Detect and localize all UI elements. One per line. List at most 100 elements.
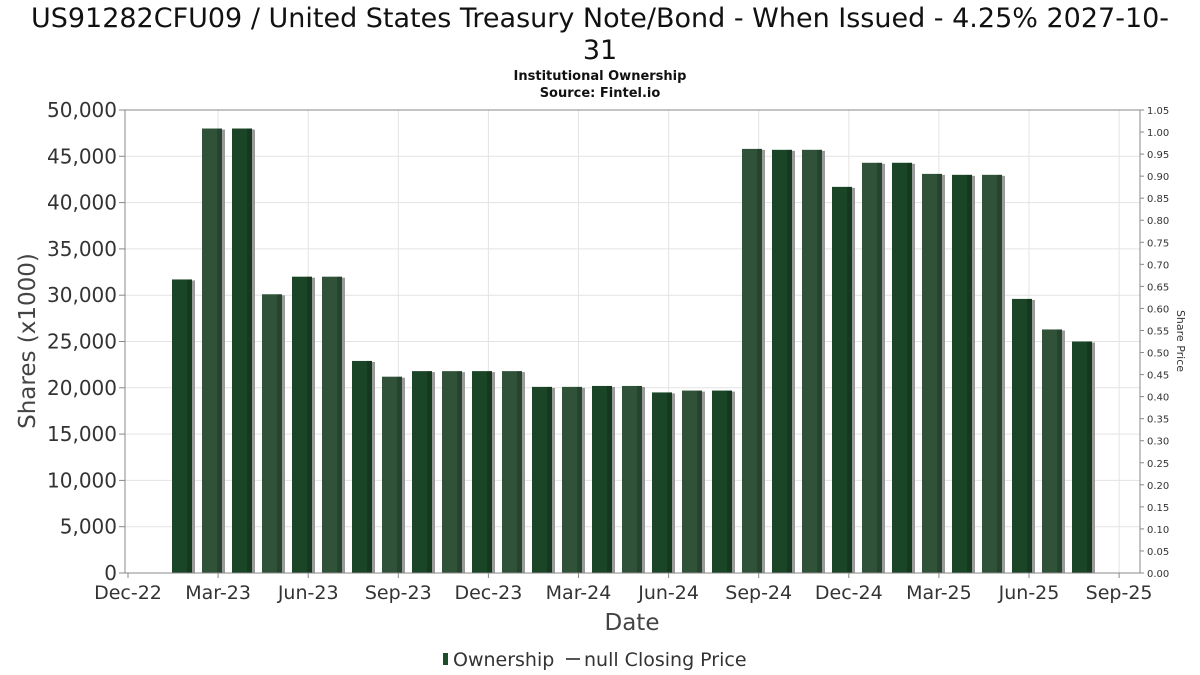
- x-tick-label: Mar-25: [906, 582, 972, 604]
- bar: [232, 128, 255, 573]
- y-tick-label-right: 0.85: [1147, 194, 1169, 205]
- bar-body: [232, 128, 252, 573]
- bar: [352, 360, 375, 573]
- bar-edge: [607, 385, 612, 573]
- y-axis-left: 0 5,000 10,000 15,000 20,000 25,000 30,000 35,0…: [47, 98, 125, 585]
- bar: [382, 376, 405, 573]
- y-tick-label-right: 0.10: [1147, 525, 1169, 536]
- bar: [562, 386, 585, 573]
- legend: Ownership null Closing Price: [443, 649, 747, 671]
- bar: [622, 385, 645, 573]
- y-tick-label-left: 0: [104, 561, 117, 585]
- bar: [1042, 329, 1065, 573]
- x-tick-label: Jun-25: [998, 582, 1060, 604]
- bar: [322, 276, 345, 573]
- bar-body: [982, 174, 1002, 573]
- bar-body: [1042, 329, 1062, 573]
- y-axis-label-left: Shares (x1000): [15, 253, 41, 429]
- y-tick-label-right: 0.15: [1147, 503, 1169, 514]
- bar-edge: [277, 294, 282, 573]
- bar-edge: [877, 162, 882, 574]
- bar-edge: [517, 371, 522, 573]
- bar: [922, 173, 945, 574]
- y-tick-label-right: 0.90: [1147, 172, 1169, 183]
- y-tick-label-left: 20,000: [47, 376, 117, 400]
- bar-edge: [547, 386, 552, 573]
- bar: [442, 371, 465, 573]
- bar-body: [322, 276, 342, 573]
- y-tick-label-right: 0.80: [1147, 216, 1169, 227]
- bar-edge: [427, 371, 432, 573]
- y-tick-label-left: 40,000: [47, 191, 117, 215]
- bar: [772, 149, 795, 573]
- bar: [292, 276, 315, 573]
- y-tick-label-right: 0.05: [1147, 547, 1169, 558]
- bar: [982, 174, 1005, 573]
- y-tick-label-left: 35,000: [47, 237, 117, 261]
- bar: [262, 294, 285, 573]
- bar-body: [922, 173, 942, 574]
- bar-body: [802, 149, 822, 573]
- bar-body: [172, 279, 192, 573]
- bar: [652, 392, 675, 573]
- x-axis-label: Date: [605, 610, 660, 636]
- bar: [532, 386, 555, 573]
- bar-edge: [247, 128, 252, 573]
- bar-edge: [1027, 298, 1032, 573]
- bar-body: [832, 186, 852, 573]
- chart-title-line-1: US91282CFU09 / United States Treasury No…: [31, 3, 1169, 34]
- bar-edge: [907, 162, 912, 574]
- y-tick-label-right: 0.70: [1147, 260, 1169, 271]
- bar-body: [502, 371, 522, 573]
- bar-edge: [1087, 341, 1092, 573]
- y-tick-label-right: 0.60: [1147, 304, 1169, 315]
- bar-edge: [967, 174, 972, 573]
- bar-body: [532, 386, 552, 573]
- bar-body: [1012, 298, 1032, 573]
- bar-body: [772, 149, 792, 573]
- x-tick-label: Sep-23: [365, 582, 432, 604]
- bar: [952, 174, 975, 573]
- y-tick-label-left: 15,000: [47, 422, 117, 446]
- bar-body: [352, 360, 372, 573]
- y-tick-label-right: 0.65: [1147, 282, 1169, 293]
- y-tick-label-right: 1.05: [1147, 106, 1169, 117]
- y-tick-label-right: 0.20: [1147, 481, 1169, 492]
- bar-edge: [457, 371, 462, 573]
- x-tick-label: Sep-25: [1086, 582, 1153, 604]
- bar: [1072, 341, 1095, 573]
- bar-edge: [187, 279, 192, 573]
- y-tick-label-left: 5,000: [60, 515, 117, 539]
- x-tick-label: Dec-22: [94, 582, 162, 604]
- y-tick-label-right: 0.25: [1147, 459, 1169, 470]
- bar-body: [652, 392, 672, 573]
- bar-body: [712, 390, 732, 573]
- bar-edge: [397, 376, 402, 573]
- bar: [862, 162, 885, 574]
- bar-body: [472, 371, 492, 573]
- bar: [802, 149, 825, 573]
- y-tick-label-right: 0.30: [1147, 437, 1169, 448]
- bar-body: [262, 294, 282, 573]
- bar-edge: [727, 390, 732, 573]
- bar-edge: [817, 149, 822, 573]
- bar: [832, 186, 855, 573]
- bar-edge: [667, 392, 672, 573]
- y-tick-label-left: 25,000: [47, 330, 117, 354]
- y-tick-label-right: 0.40: [1147, 393, 1169, 404]
- y-tick-label-right: 0.75: [1147, 238, 1169, 249]
- x-tick-label: Dec-24: [815, 582, 883, 604]
- x-tick-label: Mar-24: [546, 582, 612, 604]
- legend-ownership-swatch: [443, 653, 448, 665]
- bar: [172, 279, 195, 573]
- bar-edge: [937, 173, 942, 574]
- chart-title-line-2: 31: [583, 35, 617, 66]
- bar-edge: [577, 386, 582, 573]
- y-tick-label-left: 50,000: [47, 98, 117, 122]
- bar: [712, 390, 735, 573]
- y-tick-label-right: 0.95: [1147, 150, 1169, 161]
- bar-edge: [217, 128, 222, 573]
- y-tick-label-left: 10,000: [47, 468, 117, 492]
- bar-edge: [847, 186, 852, 573]
